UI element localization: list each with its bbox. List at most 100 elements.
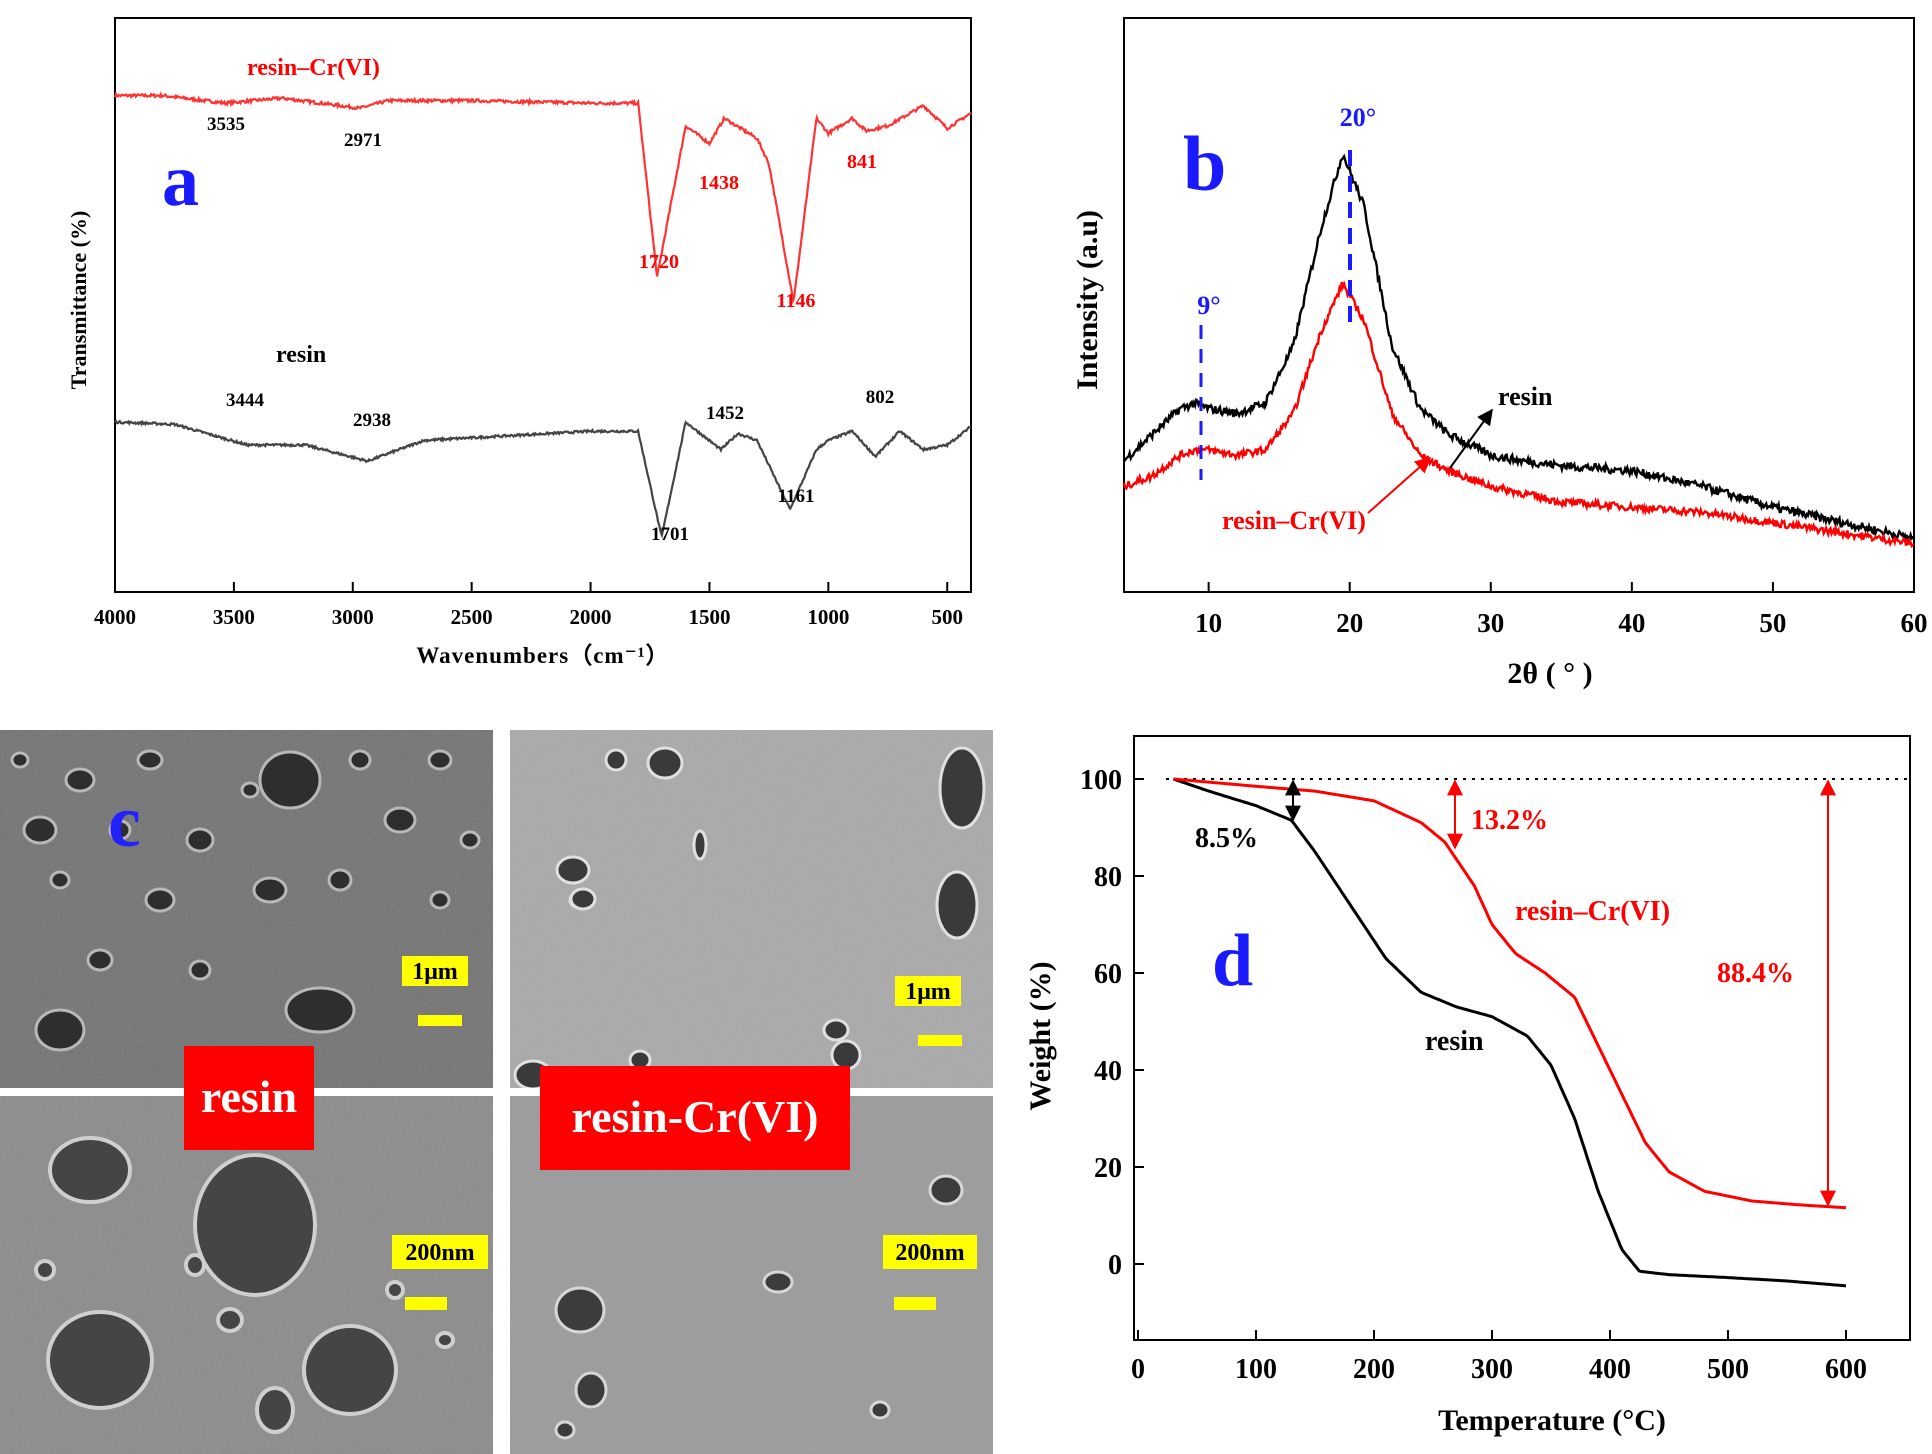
panel-d-ticks: 0 100 200 300 400 500 600 0 20 40 60 80 100 (1080, 765, 1867, 1385)
series-resin-ftir (114, 419, 972, 539)
series-resin-cr-xrd (1122, 280, 1915, 549)
d-xtick-label: 200 (1353, 1354, 1395, 1385)
peak-3535: 3535 (207, 114, 245, 135)
label-box-resin (184, 1046, 314, 1150)
series-resin-cr-tga (1173, 777, 1847, 1210)
peak-1161: 1161 (778, 486, 815, 507)
panel-d-letter: d (1212, 920, 1253, 1002)
d-ytick-label: 60 (1094, 959, 1122, 990)
peak-802: 802 (866, 387, 895, 408)
peak-1701: 1701 (651, 524, 689, 545)
d-xtick-label: 0 (1131, 1354, 1145, 1385)
a-xtick-label: 1000 (807, 605, 849, 629)
scale-bar-br (894, 1297, 936, 1310)
d-xtick-label: 300 (1471, 1354, 1513, 1385)
peak-1146: 1146 (777, 290, 816, 312)
sem-image-bottom-left (0, 1096, 493, 1454)
scale-bar-tl (418, 1015, 462, 1026)
panel-a-letter: a (162, 140, 199, 222)
d-ytick-label: 20 (1094, 1153, 1122, 1184)
panel-b-letter: b (1183, 120, 1226, 207)
label-resin-c: resin (201, 1071, 297, 1122)
a-xtick-label: 1500 (688, 605, 730, 629)
panel-b-frame (1123, 17, 1915, 593)
scale-br: 200nm (895, 1240, 964, 1266)
panel-b-xlabel: 2θ ( ° ) (1507, 657, 1592, 690)
scale-box-bl (392, 1235, 488, 1269)
scale-bl: 200nm (405, 1240, 474, 1266)
panel-a: 4000 3500 3000 2500 2000 1500 1000 500 a Transm… (66, 17, 972, 668)
d-xtick-label: 400 (1589, 1354, 1631, 1385)
label-resin-d: resin (1425, 1026, 1484, 1057)
d-ytick-label: 40 (1094, 1056, 1122, 1087)
annot-13-2: 13.2% (1471, 805, 1548, 836)
panel-a-xlabel: Wavenumbers（cm⁻¹） (416, 642, 669, 668)
annot-88-4: 88.4% (1717, 958, 1794, 989)
a-xtick-label: 2500 (451, 605, 493, 629)
panel-a-ylabel: Transmittance (%) (66, 211, 91, 390)
label-box-resin-cr (540, 1066, 850, 1170)
scale-box-br (883, 1235, 977, 1269)
a-xtick-label: 4000 (94, 605, 136, 629)
annot-8-5: 8.5% (1195, 823, 1258, 854)
scale-box-tr (895, 976, 961, 1006)
label-resin-cr-b: resin–Cr(VI) (1222, 506, 1366, 535)
sem-image-top-right (510, 730, 993, 1091)
label-resin-cr-d: resin–Cr(VI) (1515, 896, 1670, 927)
b-xtick-label: 20 (1336, 608, 1363, 638)
panel-b-ylabel: Intensity (a.u) (1071, 210, 1104, 390)
scale-tr: 1μm (905, 979, 951, 1005)
label-resin-a: resin (276, 342, 326, 368)
label-resin-cr-c: resin-Cr(VI) (572, 1091, 819, 1142)
panel-a-frame (114, 17, 972, 593)
panel-d-frame (1133, 735, 1911, 1341)
scale-bar-bl (405, 1297, 447, 1310)
panel-b-x-ticks: 10 20 30 40 50 60 (1195, 582, 1928, 638)
b-xtick-label: 60 (1901, 608, 1928, 638)
sem-image-top-left (0, 730, 493, 1088)
scale-box-tl (402, 956, 468, 986)
annot-20deg: 20° (1340, 103, 1376, 132)
panel-b: 10 20 30 40 50 60 b Intensity (a.u) 2θ ( ° ) … (1071, 17, 1928, 690)
scale-bar-tr (918, 1035, 962, 1046)
peak-3444: 3444 (226, 390, 265, 411)
peak-841: 841 (847, 151, 877, 173)
series-resin-tga (1172, 777, 1847, 1288)
arrow-resin-b (1449, 408, 1493, 469)
a-xtick-label: 3000 (332, 605, 374, 629)
a-xtick-label: 2000 (570, 605, 612, 629)
peak-2971: 2971 (344, 130, 382, 151)
peak-1452: 1452 (706, 403, 744, 424)
sem-image-bottom-right (510, 1096, 993, 1454)
d-xtick-label: 600 (1825, 1354, 1867, 1385)
panel-c: c resin resin-Cr(VI) 1μm 1μm 200nm 200nm (0, 730, 993, 1454)
sem-divider-v (493, 730, 510, 1454)
panel-c-letter: c (108, 781, 141, 863)
peak-1720: 1720 (639, 251, 679, 273)
b-xtick-label: 30 (1477, 608, 1504, 638)
series-resin-xrd (1123, 153, 1915, 542)
peak-1438: 1438 (699, 172, 739, 194)
a-xtick-label: 500 (931, 605, 963, 629)
d-ytick-label: 100 (1080, 765, 1122, 796)
d-xtick-label: 100 (1235, 1354, 1277, 1385)
d-xtick-label: 500 (1707, 1354, 1749, 1385)
b-xtick-label: 50 (1759, 608, 1786, 638)
b-xtick-label: 40 (1618, 608, 1645, 638)
label-resin-cr-a: resin–Cr(VI) (247, 55, 380, 81)
peak-2938: 2938 (353, 410, 391, 431)
arrow-resin-cr-b (1367, 456, 1432, 514)
annot-9deg: 9° (1197, 291, 1220, 320)
scale-tl: 1μm (412, 959, 458, 985)
d-ytick-label: 0 (1108, 1250, 1122, 1281)
panel-d-xlabel: Temperature (°C) (1438, 1404, 1666, 1437)
panel-d: 0 100 200 300 400 500 600 0 20 40 60 80 100 d Weight… (1024, 735, 1911, 1437)
panel-a-x-ticks: 4000 3500 3000 2500 2000 1500 1000 500 (94, 582, 963, 629)
b-xtick-label: 10 (1195, 608, 1222, 638)
label-resin-b: resin (1498, 382, 1553, 411)
a-xtick-label: 3500 (213, 605, 255, 629)
panel-d-ylabel: Weight (%) (1024, 961, 1057, 1110)
series-resin-cr-ftir (113, 91, 972, 305)
